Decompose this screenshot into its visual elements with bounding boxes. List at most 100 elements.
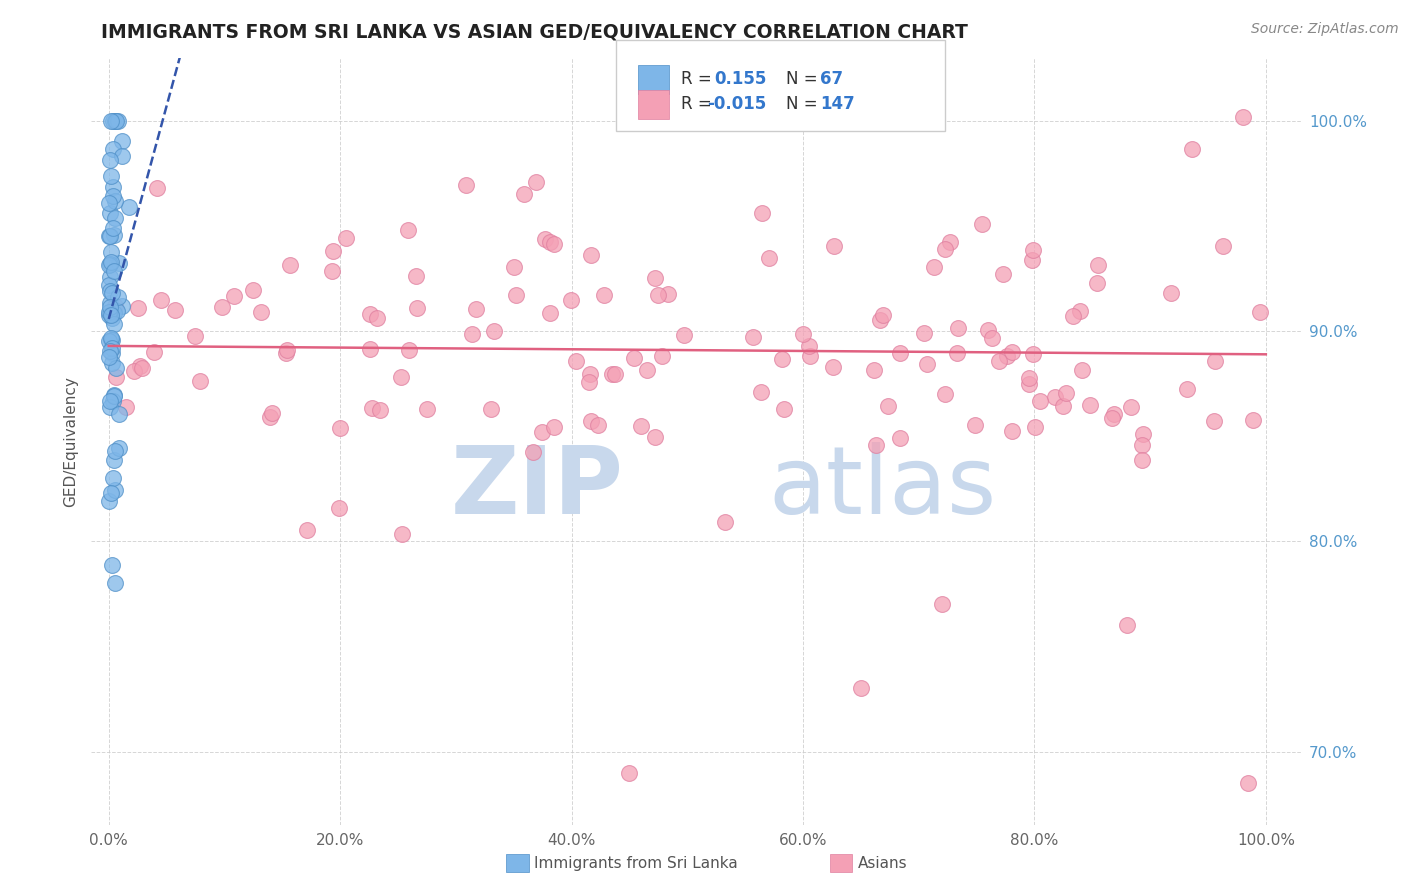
Point xyxy=(713,515,735,529)
Point xyxy=(104,299,127,313)
Point xyxy=(103,318,125,332)
Point xyxy=(889,346,911,360)
Point xyxy=(103,453,125,467)
Point xyxy=(321,264,343,278)
Point xyxy=(98,334,121,348)
Point xyxy=(297,523,319,537)
Text: Immigrants from Sri Lanka: Immigrants from Sri Lanka xyxy=(534,855,738,871)
Point xyxy=(995,349,1018,363)
Point xyxy=(1078,399,1101,413)
Point xyxy=(142,344,165,359)
Point xyxy=(619,765,641,780)
Point xyxy=(259,410,281,425)
Point xyxy=(163,303,186,318)
Point xyxy=(751,206,773,220)
Point xyxy=(328,501,350,516)
Point xyxy=(799,339,821,353)
Point xyxy=(103,264,125,278)
Point xyxy=(359,343,381,357)
Point xyxy=(938,235,960,250)
Point xyxy=(970,217,993,231)
Text: 67: 67 xyxy=(820,70,842,88)
Point xyxy=(651,349,673,363)
Point xyxy=(963,418,986,433)
Point xyxy=(103,221,125,235)
Point xyxy=(111,134,134,148)
Text: Source: ZipAtlas.com: Source: ZipAtlas.com xyxy=(1251,22,1399,37)
Point xyxy=(98,195,121,210)
Point xyxy=(108,256,131,270)
Point xyxy=(505,288,527,302)
Point xyxy=(100,114,122,128)
Point xyxy=(538,235,561,250)
Point xyxy=(543,420,565,434)
Point xyxy=(104,444,127,458)
Point xyxy=(98,400,121,414)
Point xyxy=(821,360,844,375)
Point xyxy=(103,389,125,403)
Point xyxy=(103,471,125,485)
Point xyxy=(101,114,124,128)
Point xyxy=(1028,394,1050,409)
Point xyxy=(1001,345,1024,359)
Point xyxy=(104,369,127,384)
Point xyxy=(924,260,946,274)
Point xyxy=(1202,414,1225,428)
Point xyxy=(97,309,120,323)
Point xyxy=(1175,382,1198,396)
Point xyxy=(673,327,696,342)
Point xyxy=(98,350,121,364)
Point xyxy=(1160,285,1182,300)
Point xyxy=(104,576,127,591)
Point xyxy=(107,290,129,304)
Point xyxy=(1132,427,1154,442)
Point xyxy=(98,257,121,271)
Point xyxy=(111,149,134,163)
Point xyxy=(770,352,793,367)
Point xyxy=(278,258,301,272)
Point xyxy=(97,494,120,508)
Point xyxy=(98,153,121,168)
Point xyxy=(1071,363,1094,377)
Point xyxy=(127,301,149,315)
Point xyxy=(100,286,122,301)
Point xyxy=(934,242,956,256)
Point xyxy=(276,343,298,358)
Point xyxy=(101,179,124,194)
Point xyxy=(543,237,565,252)
Point xyxy=(101,189,124,203)
Point xyxy=(104,211,127,226)
Point xyxy=(98,229,121,244)
Point xyxy=(513,186,536,201)
Point xyxy=(118,200,141,214)
Point xyxy=(865,438,887,452)
Point xyxy=(1054,385,1077,400)
Point xyxy=(644,430,666,444)
Point xyxy=(98,305,121,319)
Point xyxy=(1249,305,1271,319)
Point xyxy=(128,359,150,373)
Point xyxy=(366,310,388,325)
Point xyxy=(889,431,911,445)
Point xyxy=(579,247,602,261)
Point xyxy=(104,114,127,128)
Point xyxy=(98,295,121,310)
Point xyxy=(98,206,121,220)
Point xyxy=(1022,244,1045,258)
Point xyxy=(101,311,124,326)
Point xyxy=(849,681,872,696)
Point xyxy=(111,299,134,313)
Point xyxy=(224,289,246,303)
Point xyxy=(274,346,297,360)
Point xyxy=(657,287,679,301)
Text: 147: 147 xyxy=(820,95,855,113)
Point xyxy=(799,349,821,363)
Point xyxy=(772,402,794,417)
Point xyxy=(98,300,121,314)
Point xyxy=(322,244,344,259)
Point xyxy=(647,288,669,302)
Point xyxy=(98,394,121,409)
Point xyxy=(100,333,122,347)
Point xyxy=(465,301,488,316)
Point xyxy=(948,320,970,334)
